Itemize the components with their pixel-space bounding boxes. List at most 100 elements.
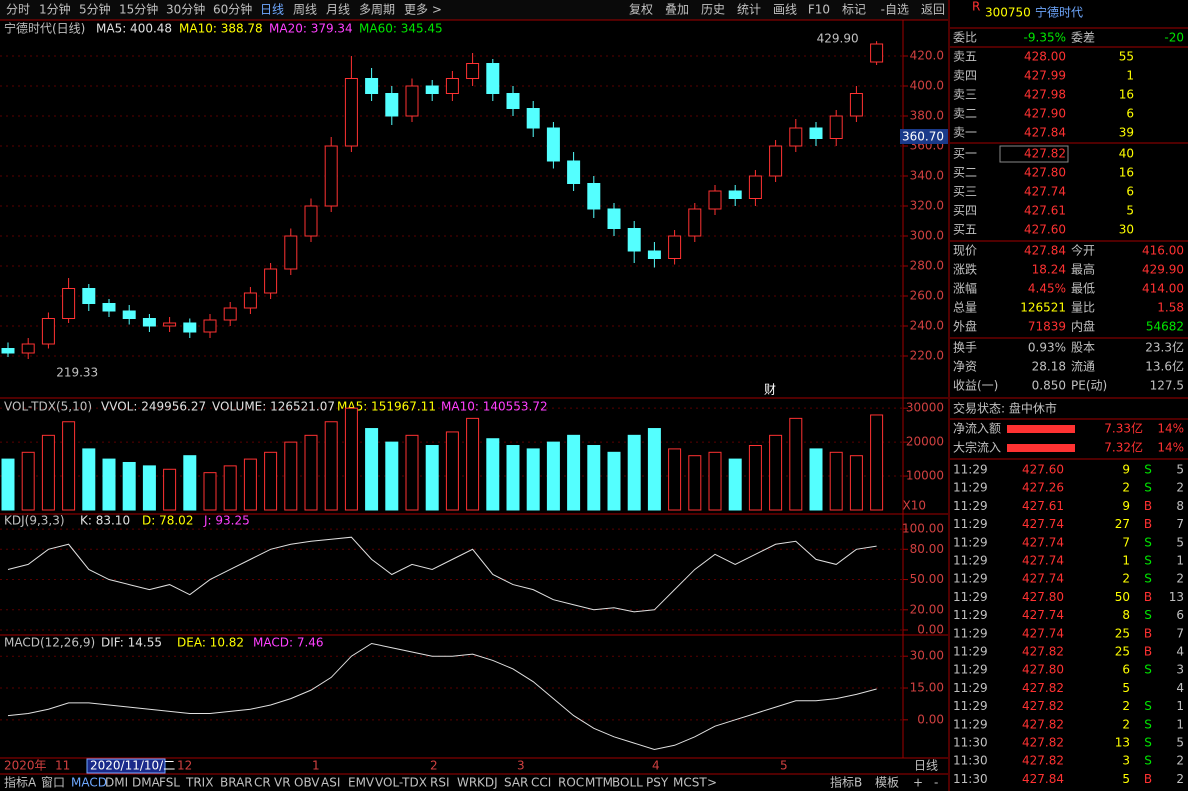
toolbar-item[interactable]: 复权: [629, 3, 653, 17]
indicator-tab[interactable]: DMI: [105, 776, 128, 790]
trade-side: S: [1144, 463, 1152, 477]
trade-volume: 25: [1115, 645, 1130, 659]
trade-price: 427.80: [1022, 590, 1064, 604]
indicator-tab[interactable]: VR: [274, 776, 291, 790]
multiplier-label: X10: [903, 499, 927, 513]
indicator-tab[interactable]: VOL-TDX: [375, 776, 427, 790]
indicator-tab[interactable]: CCI: [531, 776, 551, 790]
indicator-tab[interactable]: FSL: [159, 776, 180, 790]
indicator-tab[interactable]: WR: [457, 776, 477, 790]
indicator-tab[interactable]: 模板: [875, 776, 899, 790]
indicator-tab[interactable]: BOLL: [612, 776, 643, 790]
trade-status: 交易状态: 盘中休市: [953, 401, 1057, 416]
indicator-tab[interactable]: MACD: [71, 776, 107, 790]
indicator-tab[interactable]: -: [934, 776, 938, 790]
trade-count: 5: [1176, 463, 1184, 477]
toolbar-item[interactable]: 画线: [773, 3, 797, 17]
volume-bar: [324, 421, 338, 511]
toolbar-item[interactable]: F10: [808, 3, 830, 17]
stat-value: 28.18: [1032, 360, 1066, 374]
toolbar-item[interactable]: 1分钟: [39, 2, 71, 17]
indicator-tab[interactable]: PSY: [646, 776, 669, 790]
indicator-tab[interactable]: RSI: [430, 776, 450, 790]
toolbar-item[interactable]: 历史: [701, 3, 725, 17]
candle-body: [324, 145, 338, 207]
date-label: 11: [55, 759, 70, 773]
stock-name: 宁德时代: [1035, 5, 1083, 20]
toolbar-item[interactable]: 5分钟: [79, 2, 111, 17]
trade-side: S: [1144, 481, 1152, 495]
candle-body: [163, 322, 177, 327]
candle-body: [748, 175, 762, 199]
trade-price: 427.82: [1022, 717, 1064, 731]
trade-time: 11:29: [953, 572, 988, 586]
trade-side: B: [1144, 517, 1152, 531]
candle-body: [41, 318, 55, 345]
volume-bar: [728, 458, 742, 511]
trade-price: 427.74: [1022, 572, 1064, 586]
indicator-tab[interactable]: 指标A: [4, 775, 37, 790]
toolbar-item[interactable]: 周线: [293, 3, 317, 17]
volume-bar: [243, 458, 257, 511]
book-price: 427.99: [1024, 69, 1066, 83]
trade-time: 11:29: [953, 626, 988, 640]
stat-label: 涨幅: [953, 281, 977, 296]
toolbar-item[interactable]: 月线: [326, 3, 350, 17]
indicator-tab[interactable]: >: [707, 776, 717, 790]
toolbar-item[interactable]: 返回: [921, 3, 945, 17]
toolbar-item[interactable]: 更多 >: [404, 3, 442, 17]
toolbar-item[interactable]: 标记: [842, 3, 866, 17]
indicator-tab[interactable]: KDJ: [477, 776, 498, 790]
indicator-tab[interactable]: MTM: [585, 776, 613, 790]
candle-body: [829, 115, 843, 139]
toolbar-item[interactable]: 多周期: [359, 3, 395, 17]
toolbar-item[interactable]: 日线: [260, 3, 284, 17]
candle-body: [688, 208, 702, 237]
date-label: 3: [517, 759, 525, 773]
candle-body: [304, 205, 318, 237]
volume-bar: [1, 458, 15, 511]
toolbar-item[interactable]: 分时: [6, 3, 30, 17]
toolbar-item[interactable]: 15分钟: [119, 2, 158, 17]
indicator-tab[interactable]: CR: [254, 776, 271, 790]
date-label: 2020年: [4, 759, 47, 773]
trade-count: 13: [1169, 590, 1184, 604]
indicator-tab[interactable]: EMV: [348, 776, 375, 790]
trade-count: 7: [1176, 626, 1184, 640]
indicator-tab[interactable]: TRIX: [185, 776, 213, 790]
indicator-tab[interactable]: 窗口: [41, 776, 65, 790]
trade-price: 427.74: [1022, 554, 1064, 568]
volume-bar: [809, 448, 823, 511]
indicator-tab[interactable]: MCST: [673, 776, 707, 790]
indicator-tab[interactable]: SAR: [504, 776, 528, 790]
indicator-value: MA20: 379.34: [269, 22, 353, 36]
book-volume: 16: [1119, 88, 1134, 102]
stock-code: 300750: [985, 6, 1031, 20]
indicator-tab[interactable]: ASI: [321, 776, 340, 790]
indicator-tab[interactable]: +: [913, 776, 923, 790]
book-price: 427.82: [1024, 147, 1066, 161]
candle-body: [647, 250, 661, 259]
indicator-tab[interactable]: OBV: [294, 776, 320, 790]
stat-label: 外盘: [953, 319, 977, 334]
toolbar-item[interactable]: -自选: [881, 3, 909, 17]
toolbar-item[interactable]: 统计: [737, 3, 761, 17]
indicator-tab[interactable]: BRAR: [220, 776, 253, 790]
toolbar-item[interactable]: 60分钟: [213, 2, 252, 17]
book-price: 427.80: [1024, 166, 1066, 180]
candle-body: [243, 292, 257, 309]
indicator-tab[interactable]: ROC: [558, 776, 584, 790]
y-tick-label: 10000: [906, 469, 944, 483]
toolbar-item[interactable]: 30分钟: [166, 2, 205, 17]
indicator-tab[interactable]: 指标B: [830, 775, 862, 790]
volume-bar: [445, 431, 459, 511]
trade-time: 11:29: [953, 481, 988, 495]
book-label: 买四: [953, 204, 977, 218]
panel-title: VOL-TDX(5,10): [4, 400, 92, 414]
toolbar-item[interactable]: 叠加: [665, 3, 689, 17]
trade-time: 11:29: [953, 554, 988, 568]
indicator-tab[interactable]: DMA: [132, 776, 161, 790]
trade-price: 427.84: [1022, 772, 1064, 786]
value: -20: [1164, 31, 1184, 45]
